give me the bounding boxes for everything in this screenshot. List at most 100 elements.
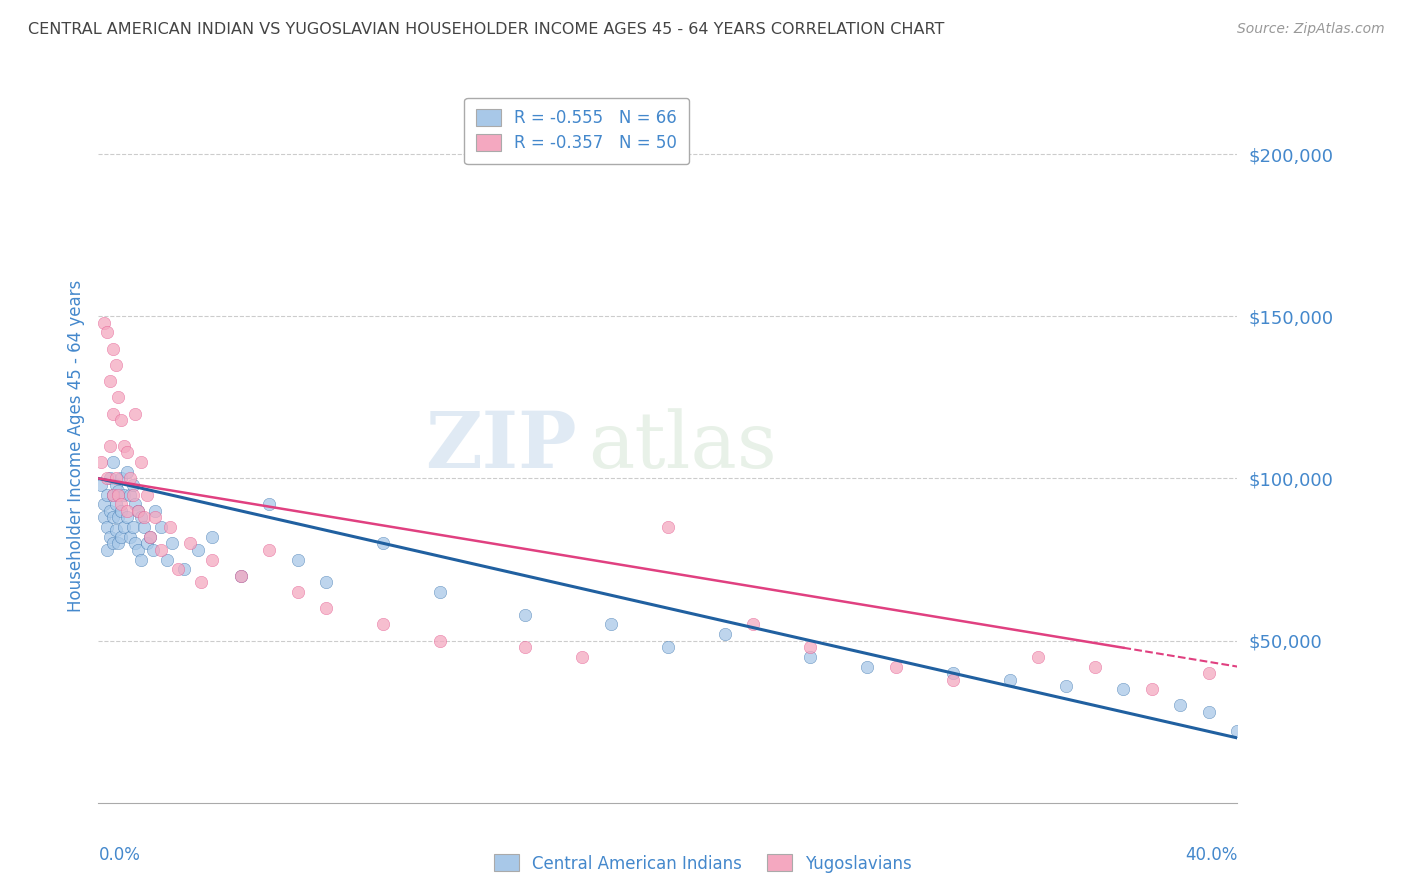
Point	[98, 374, 121, 388]
Point	[93, 510, 115, 524]
Point	[162, 536, 184, 550]
Text: 40.0%: 40.0%	[1185, 846, 1237, 863]
Point	[124, 536, 146, 550]
Point	[315, 601, 337, 615]
Point	[1140, 682, 1163, 697]
Text: 0.0%: 0.0%	[98, 846, 141, 863]
Point	[1170, 698, 1192, 713]
Point	[657, 640, 679, 654]
Point	[101, 488, 124, 502]
Point	[135, 488, 157, 502]
Point	[429, 585, 451, 599]
Point	[115, 465, 138, 479]
Point	[118, 530, 141, 544]
Point	[145, 504, 167, 518]
Point	[129, 510, 152, 524]
Point	[167, 562, 190, 576]
Point	[132, 520, 155, 534]
Point	[98, 504, 121, 518]
Point	[121, 520, 143, 534]
Point	[107, 510, 129, 524]
Point	[96, 326, 118, 340]
Point	[145, 510, 167, 524]
Point	[942, 673, 965, 687]
Point	[1056, 679, 1078, 693]
Text: Source: ZipAtlas.com: Source: ZipAtlas.com	[1237, 22, 1385, 37]
Point	[150, 542, 173, 557]
Point	[115, 445, 138, 459]
Point	[110, 504, 132, 518]
Point	[101, 342, 124, 356]
Point	[90, 478, 112, 492]
Point	[118, 488, 141, 502]
Point	[132, 510, 155, 524]
Point	[104, 471, 127, 485]
Point	[96, 520, 118, 534]
Point	[942, 666, 965, 681]
Point	[101, 488, 124, 502]
Point	[1112, 682, 1135, 697]
Point	[101, 536, 124, 550]
Point	[110, 413, 132, 427]
Point	[201, 530, 224, 544]
Point	[1198, 705, 1220, 719]
Legend: Central American Indians, Yugoslavians: Central American Indians, Yugoslavians	[488, 847, 918, 880]
Point	[110, 530, 132, 544]
Point	[201, 552, 224, 566]
Point	[124, 497, 146, 511]
Point	[315, 575, 337, 590]
Point	[714, 627, 737, 641]
Point	[173, 562, 195, 576]
Point	[156, 552, 179, 566]
Point	[127, 504, 149, 518]
Point	[98, 530, 121, 544]
Point	[129, 455, 152, 469]
Point	[229, 568, 252, 582]
Text: atlas: atlas	[588, 409, 778, 483]
Point	[259, 497, 281, 511]
Point	[112, 488, 135, 502]
Point	[96, 542, 118, 557]
Point	[1026, 649, 1049, 664]
Point	[98, 471, 121, 485]
Point	[150, 520, 173, 534]
Point	[429, 633, 451, 648]
Point	[229, 568, 252, 582]
Point	[101, 455, 124, 469]
Point	[118, 471, 141, 485]
Point	[799, 640, 821, 654]
Point	[998, 673, 1021, 687]
Point	[138, 530, 160, 544]
Point	[115, 510, 138, 524]
Point	[121, 478, 143, 492]
Point	[96, 488, 118, 502]
Y-axis label: Householder Income Ages 45 - 64 years: Householder Income Ages 45 - 64 years	[66, 280, 84, 612]
Point	[127, 542, 149, 557]
Point	[138, 530, 160, 544]
Text: CENTRAL AMERICAN INDIAN VS YUGOSLAVIAN HOUSEHOLDER INCOME AGES 45 - 64 YEARS COR: CENTRAL AMERICAN INDIAN VS YUGOSLAVIAN H…	[28, 22, 945, 37]
Point	[104, 524, 127, 538]
Point	[121, 488, 143, 502]
Point	[373, 617, 395, 632]
Point	[1198, 666, 1220, 681]
Point	[93, 316, 115, 330]
Point	[90, 455, 112, 469]
Point	[129, 552, 152, 566]
Point	[856, 659, 879, 673]
Point	[104, 358, 127, 372]
Text: ZIP: ZIP	[425, 408, 576, 484]
Point	[98, 439, 121, 453]
Point	[287, 552, 309, 566]
Point	[135, 536, 157, 550]
Point	[884, 659, 907, 673]
Point	[141, 542, 163, 557]
Point	[1226, 724, 1249, 739]
Point	[179, 536, 201, 550]
Point	[127, 504, 149, 518]
Point	[190, 575, 212, 590]
Point	[107, 390, 129, 404]
Point	[571, 649, 593, 664]
Point	[600, 617, 623, 632]
Point	[107, 484, 129, 499]
Point	[799, 649, 821, 664]
